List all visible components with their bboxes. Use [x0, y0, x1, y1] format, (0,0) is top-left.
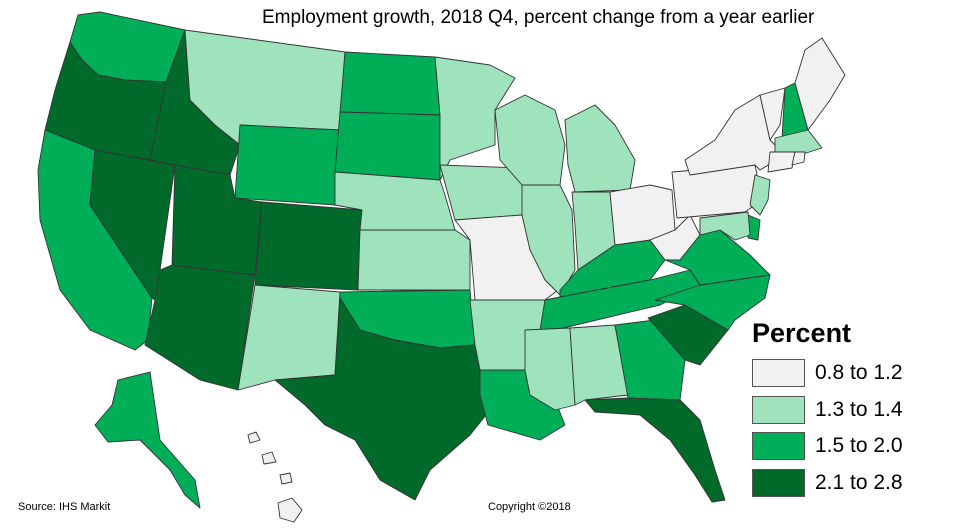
legend-item: 1.3 to 1.4 [752, 392, 952, 429]
map-title: Employment growth, 2018 Q4, percent chan… [262, 7, 815, 28]
copyright-note: Copyright ©2018 [488, 501, 571, 513]
legend-item: 2.1 to 2.8 [752, 465, 952, 502]
state-fl [584, 397, 726, 503]
state-mi [564, 104, 636, 193]
state-de [747, 214, 761, 241]
state-nd [339, 51, 441, 116]
state-ct [767, 151, 796, 173]
state-wi [494, 94, 566, 186]
legend: Percent 0.8 to 1.2 1.3 to 1.4 1.5 to 2.0… [752, 318, 952, 501]
state-ri [791, 151, 806, 166]
legend-item: 1.5 to 2.0 [752, 428, 952, 465]
state-md [699, 211, 751, 241]
legend-swatch [752, 432, 805, 461]
legend-label: 2.1 to 2.8 [815, 470, 903, 494]
legend-swatch [752, 468, 805, 497]
legend-swatch [752, 359, 805, 388]
legend-title: Percent [752, 318, 852, 348]
state-wy [234, 124, 341, 206]
state-ak [94, 371, 201, 509]
legend-label: 1.3 to 1.4 [815, 397, 903, 421]
state-tx [274, 297, 491, 501]
state-co [254, 201, 363, 291]
source-note: Source: IHS Markit [18, 501, 111, 513]
state-vt [759, 87, 786, 141]
state-hi [247, 431, 303, 523]
state-pa [671, 164, 763, 219]
state-nj [749, 174, 771, 216]
state-va [664, 229, 771, 286]
legend-item: 0.8 to 1.2 [752, 355, 952, 392]
legend-label: 1.5 to 2.0 [815, 434, 903, 458]
state-az [144, 264, 256, 391]
legend-swatch [752, 395, 805, 424]
state-al [569, 324, 629, 406]
legend-label: 0.8 to 1.2 [815, 361, 903, 385]
state-sc [647, 304, 729, 366]
state-sd [334, 111, 441, 181]
state-ks [357, 229, 471, 291]
state-ma [774, 129, 823, 156]
state-nm [237, 284, 341, 391]
state-mn [434, 56, 516, 181]
